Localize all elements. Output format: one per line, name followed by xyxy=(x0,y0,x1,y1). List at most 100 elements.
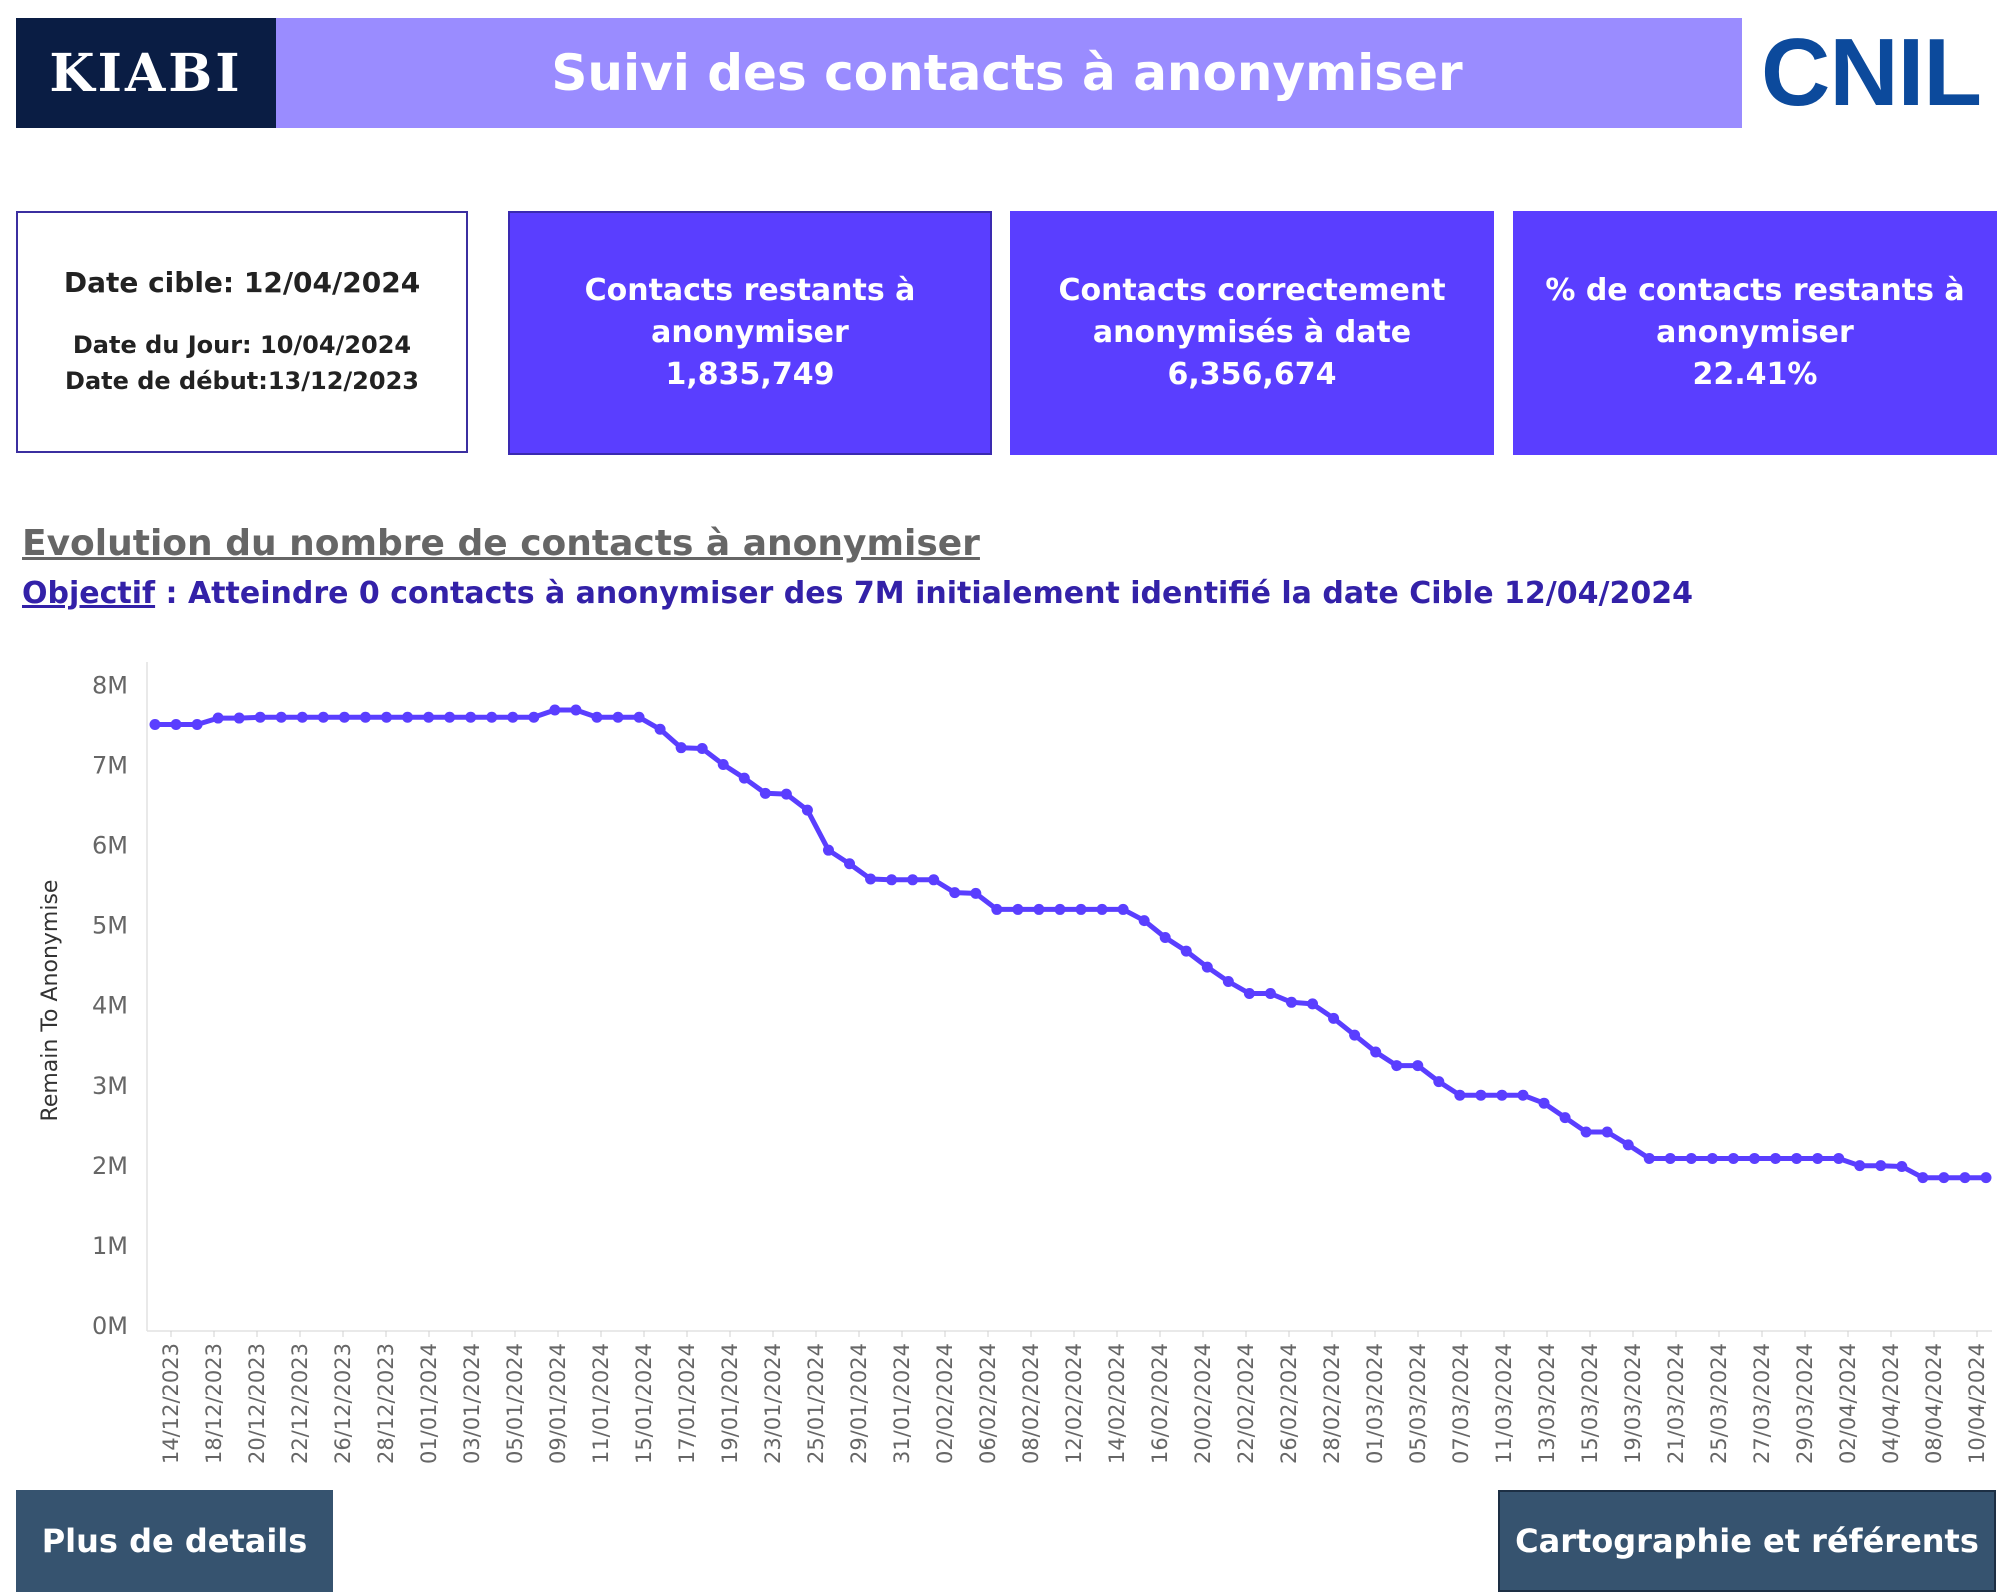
data-point xyxy=(1096,903,1108,915)
x-tick-label: 29/01/2024 xyxy=(847,1343,871,1464)
kpi-label: Contacts restants à anonymiser xyxy=(584,273,916,350)
data-point xyxy=(212,712,224,724)
data-point xyxy=(507,711,519,723)
data-point xyxy=(886,874,898,886)
data-point xyxy=(1791,1152,1803,1164)
x-tick-label: 02/04/2024 xyxy=(1836,1343,1860,1464)
x-tick-label: 27/03/2024 xyxy=(1750,1343,1774,1464)
data-point xyxy=(170,718,182,730)
y-tick-label: 5M xyxy=(92,912,128,940)
dates-panel: Date cible: 12/04/2024 Date du Jour: 10/… xyxy=(16,211,468,453)
data-point xyxy=(1117,903,1129,915)
x-tick-label: 10/04/2024 xyxy=(1965,1343,1989,1464)
x-tick-label: 12/02/2024 xyxy=(1062,1343,1086,1464)
x-tick-label: 25/03/2024 xyxy=(1707,1343,1731,1464)
data-point xyxy=(486,711,498,723)
data-point xyxy=(191,718,203,730)
data-point xyxy=(1875,1160,1887,1172)
data-point xyxy=(1854,1160,1866,1172)
data-point xyxy=(1307,998,1319,1010)
x-tick-label: 31/01/2024 xyxy=(890,1343,914,1464)
kpi-remaining-percent: % de contacts restants à anonymiser 22.4… xyxy=(1513,211,1997,455)
data-point xyxy=(1496,1089,1508,1101)
x-tick-label: 05/03/2024 xyxy=(1406,1343,1430,1464)
data-point xyxy=(338,711,350,723)
kpi-value: 1,835,749 xyxy=(665,357,835,392)
data-point xyxy=(570,704,582,716)
x-tick-label: 20/12/2023 xyxy=(245,1343,269,1464)
data-point xyxy=(801,804,813,816)
objective-text: Objectif : Atteindre 0 contacts à anonym… xyxy=(22,576,1693,611)
data-point xyxy=(1896,1160,1908,1172)
data-point xyxy=(1622,1139,1634,1151)
kpi-value: 6,356,674 xyxy=(1167,357,1337,392)
data-point xyxy=(444,711,456,723)
data-point xyxy=(1412,1060,1424,1072)
x-tick-label: 01/03/2024 xyxy=(1363,1343,1387,1464)
y-tick-label: 6M xyxy=(92,832,128,860)
data-point xyxy=(1706,1152,1718,1164)
data-point xyxy=(1559,1112,1571,1124)
objective-description: : Atteindre 0 contacts à anonymiser des … xyxy=(155,576,1693,611)
data-point xyxy=(402,711,414,723)
start-date: Date de début:13/12/2023 xyxy=(65,366,419,395)
data-point xyxy=(1812,1152,1824,1164)
x-tick-label: 14/12/2023 xyxy=(159,1343,183,1464)
data-point xyxy=(1370,1046,1382,1058)
data-point xyxy=(254,711,266,723)
data-point xyxy=(1159,931,1171,943)
data-point xyxy=(1033,903,1045,915)
y-tick-label: 7M xyxy=(92,751,128,779)
x-tick-label: 14/02/2024 xyxy=(1105,1343,1129,1464)
kpi-remaining-contacts: Contacts restants à anonymiser 1,835,749 xyxy=(508,211,992,455)
data-point xyxy=(359,711,371,723)
x-tick-label: 01/01/2024 xyxy=(417,1343,441,1464)
chart-section-title: Evolution du nombre de contacts à anonym… xyxy=(22,523,980,564)
data-point xyxy=(991,903,1003,915)
data-point xyxy=(149,718,161,730)
series-line xyxy=(155,707,1986,1181)
data-point xyxy=(591,711,603,723)
data-point xyxy=(1517,1089,1529,1101)
data-point xyxy=(949,887,961,899)
data-point xyxy=(865,873,877,885)
x-tick-label: 08/02/2024 xyxy=(1019,1343,1043,1464)
x-tick-label: 25/01/2024 xyxy=(804,1343,828,1464)
data-point xyxy=(822,844,834,856)
data-point xyxy=(1075,903,1087,915)
x-tick-label: 15/01/2024 xyxy=(632,1343,656,1464)
kpi-anonymised-contacts: Contacts correctement anonymisés à date … xyxy=(1010,211,1494,455)
data-point xyxy=(549,704,561,716)
data-point xyxy=(1664,1152,1676,1164)
x-tick-label: 23/01/2024 xyxy=(761,1343,785,1464)
header-bar: KIABI Suivi des contacts à anonymiser CN… xyxy=(16,18,2000,128)
cartography-referents-button[interactable]: Cartographie et référents xyxy=(1498,1490,1996,1592)
x-tick-label: 28/02/2024 xyxy=(1320,1343,1344,1464)
x-tick-label: 11/03/2024 xyxy=(1492,1343,1516,1464)
x-tick-label: 09/01/2024 xyxy=(546,1343,570,1464)
kpi-value: 22.41% xyxy=(1692,357,1818,392)
data-point xyxy=(233,712,245,724)
target-date: Date cible: 12/04/2024 xyxy=(63,265,421,299)
data-point xyxy=(1180,945,1192,957)
data-point xyxy=(612,711,624,723)
x-tick-label: 13/03/2024 xyxy=(1535,1343,1559,1464)
current-date: Date du Jour: 10/04/2024 xyxy=(72,330,412,359)
data-point xyxy=(1285,996,1297,1008)
data-point xyxy=(1138,915,1150,927)
data-point xyxy=(1475,1089,1487,1101)
y-tick-label: 2M xyxy=(92,1152,128,1180)
x-tick-label: 29/03/2024 xyxy=(1793,1343,1817,1464)
more-details-button[interactable]: Plus de details xyxy=(16,1490,333,1592)
x-tick-label: 02/02/2024 xyxy=(933,1343,957,1464)
data-point xyxy=(1454,1089,1466,1101)
data-point xyxy=(675,742,687,754)
data-point xyxy=(1012,903,1024,915)
y-tick-label: 0M xyxy=(92,1312,128,1340)
data-point xyxy=(928,874,940,886)
data-point xyxy=(1959,1172,1971,1184)
x-tick-label: 15/03/2024 xyxy=(1578,1343,1602,1464)
x-tick-label: 26/02/2024 xyxy=(1277,1343,1301,1464)
data-point xyxy=(1201,961,1213,973)
data-point xyxy=(1938,1172,1950,1184)
